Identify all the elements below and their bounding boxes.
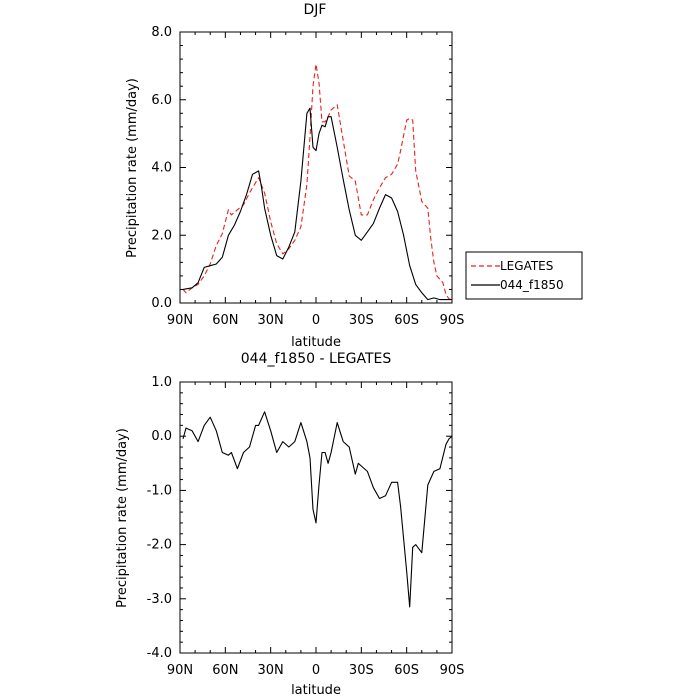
bottom-chart-y-axis-title: Precipitation rate (mm/day) <box>115 428 130 608</box>
bottom-y-tick-label: 0.0 <box>151 429 172 444</box>
top-y-tick-label: 4.0 <box>151 161 172 176</box>
bottom-y-tick-label: 1.0 <box>151 375 172 390</box>
top-chart: DJF 0.02.04.06.08.0 90N 60N 30N 0 30S 60S 90S … <box>125 2 583 350</box>
top-y-tick-label: 6.0 <box>151 93 172 108</box>
top-y-tick-label: 8.0 <box>151 25 172 40</box>
top-chart-y-axis-title: Precipitation rate (mm/day) <box>125 78 140 258</box>
top-y-tick-label: 2.0 <box>151 228 172 243</box>
top-chart-x-axis-title: latitude <box>291 335 341 350</box>
bottom-chart-title: 044_f1850 - LEGATES <box>241 351 392 367</box>
legend-label-legates: LEGATES <box>500 259 553 273</box>
legend-label-044-f1850: 044_f1850 <box>500 278 564 292</box>
bottom-x-tick-label: 60N <box>212 663 238 678</box>
bottom-chart: 044_f1850 - LEGATES -4.0 -3.0 -2.0 -1.0 0.0 1… <box>115 351 464 698</box>
bottom-chart-x-axis-title: latitude <box>291 683 341 698</box>
bottom-x-tick-label: 90S <box>440 663 465 678</box>
top-x-tick-label: 90N <box>167 313 193 328</box>
bottom-x-tick-label: 60S <box>394 663 419 678</box>
top-x-tick-label: 30S <box>349 313 374 328</box>
top-chart-legend: LEGATES 044_f1850 <box>465 251 583 300</box>
top-chart-title: DJF <box>304 2 327 18</box>
bottom-x-tick-label: 0 <box>312 663 320 678</box>
top-series-line-044-f1850 <box>182 107 452 301</box>
bottom-chart-series <box>182 411 453 608</box>
bottom-chart-y-ticks: -4.0 -3.0 -2.0 -1.0 0.0 1.0 <box>147 375 452 661</box>
bottom-chart-x-ticks: 90N 60N 30N 0 30S 60S 90S <box>167 382 465 678</box>
top-x-tick-label: 0 <box>312 313 320 328</box>
top-x-tick-label: 60S <box>394 313 419 328</box>
top-chart-plot-frame <box>179 31 453 304</box>
top-chart-series <box>182 63 453 301</box>
top-x-tick-label: 30N <box>258 313 284 328</box>
bottom-y-tick-label: -2.0 <box>147 538 172 553</box>
bottom-y-tick-label: -3.0 <box>147 592 172 607</box>
legend-box <box>465 251 583 300</box>
top-y-tick-label: 0.0 <box>151 296 172 311</box>
bottom-x-tick-label: 90N <box>167 663 193 678</box>
top-x-tick-label: 60N <box>212 313 238 328</box>
bottom-y-tick-label: -1.0 <box>147 483 172 498</box>
top-x-tick-label: 90S <box>440 313 465 328</box>
top-series-line-legates <box>182 63 453 301</box>
bottom-y-tick-label: -4.0 <box>147 646 172 661</box>
top-chart-y-ticks: 0.0 2.0 4.0 6.0 8.0 <box>151 25 452 311</box>
top-chart-x-ticks: 90N 60N 30N 0 30S 60S 90S <box>167 32 465 328</box>
bottom-x-tick-label: 30N <box>258 663 284 678</box>
bottom-x-tick-label: 30S <box>349 663 374 678</box>
bottom-series-line-difference <box>182 411 453 608</box>
